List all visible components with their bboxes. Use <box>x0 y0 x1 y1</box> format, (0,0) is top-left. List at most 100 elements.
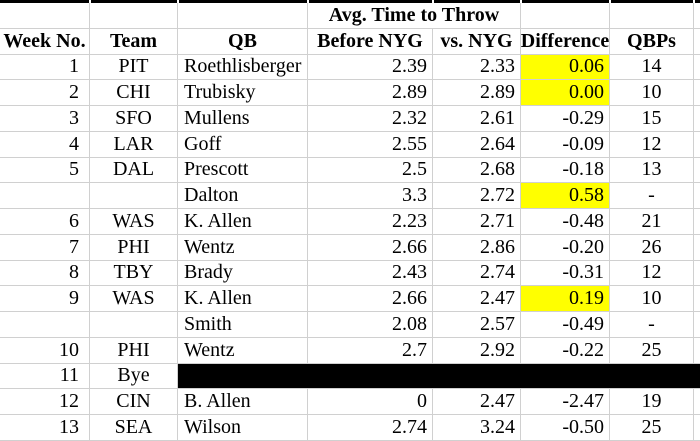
cell-week[interactable]: 13 <box>0 415 90 440</box>
cell-qbps[interactable]: 25 <box>610 415 694 440</box>
cell-difference[interactable]: -0.50 <box>521 415 610 440</box>
cell-before-nyg[interactable]: 2.5 <box>308 157 433 183</box>
cell-vs-nyg[interactable]: 2.71 <box>433 209 521 234</box>
cell-qb[interactable]: Dalton <box>178 183 308 208</box>
cell-team[interactable]: PIT <box>90 54 178 80</box>
cell-difference[interactable]: -2.47 <box>521 389 610 414</box>
cell-difference[interactable]: -0.09 <box>521 131 610 157</box>
cell-vs-nyg[interactable]: 2.89 <box>433 80 521 105</box>
cell-qb[interactable]: Trubisky <box>178 80 308 105</box>
cell-team[interactable]: DAL <box>90 157 178 183</box>
cell-week[interactable]: 12 <box>0 389 90 414</box>
cell-team[interactable]: CHI <box>90 80 178 105</box>
cell-qb[interactable]: Smith <box>178 312 308 337</box>
cell-before-nyg[interactable]: 2.55 <box>308 131 433 157</box>
cell-qbps[interactable]: 10 <box>610 286 694 311</box>
cell-empty[interactable] <box>0 3 90 28</box>
cell-qb[interactable]: Wilson <box>178 415 308 440</box>
cell-vs-nyg[interactable]: 2.68 <box>433 157 521 183</box>
cell-empty[interactable] <box>178 3 308 28</box>
cell-empty[interactable] <box>521 3 610 28</box>
cell-qbps[interactable]: 10 <box>610 80 694 105</box>
cell-week[interactable]: 4 <box>0 131 90 157</box>
cell-vs-nyg[interactable]: 2.92 <box>433 337 521 363</box>
cell-qb[interactable]: Roethlisberger <box>178 54 308 80</box>
cell-before-nyg[interactable]: 2.39 <box>308 54 433 80</box>
cell-qbps[interactable]: 19 <box>610 389 694 414</box>
cell-before-nyg[interactable]: 0 <box>308 389 433 414</box>
cell-before-nyg[interactable]: 2.23 <box>308 209 433 234</box>
cell-qbps[interactable]: 15 <box>610 106 694 131</box>
cell-team[interactable] <box>90 312 178 337</box>
cell-qb[interactable]: Goff <box>178 131 308 157</box>
cell-qb[interactable]: Prescott <box>178 157 308 183</box>
cell-vs-nyg[interactable]: 2.57 <box>433 312 521 337</box>
cell-vs-nyg[interactable]: 2.64 <box>433 131 521 157</box>
cell-qb[interactable]: Mullens <box>178 106 308 131</box>
cell-week[interactable]: 11 <box>0 363 90 389</box>
column-header-team[interactable]: Team <box>90 28 178 54</box>
cell-vs-nyg[interactable]: 3.24 <box>433 415 521 440</box>
cell-team[interactable]: CIN <box>90 389 178 414</box>
cell-qb[interactable]: K. Allen <box>178 286 308 311</box>
column-header-before-nyg[interactable]: Before NYG <box>308 28 433 54</box>
cell-qb[interactable]: Brady <box>178 260 308 286</box>
cell-team[interactable]: WAS <box>90 209 178 234</box>
cell-week[interactable]: 9 <box>0 286 90 311</box>
cell-difference[interactable]: -0.29 <box>521 106 610 131</box>
cell-team[interactable]: SFO <box>90 106 178 131</box>
cell-team[interactable]: PHI <box>90 234 178 260</box>
cell-team[interactable]: Bye <box>90 363 178 389</box>
cell-before-nyg[interactable]: 2.74 <box>308 415 433 440</box>
column-header-vs-nyg[interactable]: vs. NYG <box>433 28 521 54</box>
cell-week[interactable]: 1 <box>0 54 90 80</box>
cell-before-nyg[interactable]: 2.08 <box>308 312 433 337</box>
column-header-qb[interactable]: QB <box>178 28 308 54</box>
cell-qbps[interactable]: 21 <box>610 209 694 234</box>
cell-qbps[interactable]: 25 <box>610 337 694 363</box>
cell-before-nyg[interactable]: 2.43 <box>308 260 433 286</box>
cell-team[interactable] <box>90 183 178 208</box>
cell-team[interactable]: SEA <box>90 415 178 440</box>
cell-before-nyg[interactable]: 2.66 <box>308 286 433 311</box>
cell-difference[interactable]: -0.20 <box>521 234 610 260</box>
cell-vs-nyg[interactable]: 2.47 <box>433 286 521 311</box>
cell-qbps[interactable]: - <box>610 183 694 208</box>
cell-difference[interactable]: -0.31 <box>521 260 610 286</box>
cell-qbps[interactable]: 13 <box>610 157 694 183</box>
cell-empty[interactable] <box>610 3 694 28</box>
cell-week[interactable]: 6 <box>0 209 90 234</box>
column-header-week-no[interactable]: Week No. <box>0 28 90 54</box>
cell-qb[interactable]: Wentz <box>178 337 308 363</box>
cell-week[interactable]: 7 <box>0 234 90 260</box>
cell-difference[interactable]: -0.48 <box>521 209 610 234</box>
cell-vs-nyg[interactable]: 2.33 <box>433 54 521 80</box>
cell-week[interactable]: 2 <box>0 80 90 105</box>
cell-qbps[interactable]: - <box>610 312 694 337</box>
cell-qbps[interactable]: 14 <box>610 54 694 80</box>
cell-vs-nyg[interactable]: 2.47 <box>433 389 521 414</box>
cell-week[interactable]: 8 <box>0 260 90 286</box>
cell-week[interactable]: 10 <box>0 337 90 363</box>
cell-difference[interactable]: 0.58 <box>521 183 610 208</box>
cell-difference[interactable]: 0.00 <box>521 80 610 105</box>
cell-vs-nyg[interactable]: 2.74 <box>433 260 521 286</box>
cell-before-nyg[interactable]: 2.89 <box>308 80 433 105</box>
cell-vs-nyg[interactable]: 2.86 <box>433 234 521 260</box>
cell-difference[interactable]: -0.49 <box>521 312 610 337</box>
cell-team[interactable]: PHI <box>90 337 178 363</box>
cell-team[interactable]: WAS <box>90 286 178 311</box>
cell-empty[interactable] <box>90 3 178 28</box>
cell-before-nyg[interactable]: 3.3 <box>308 183 433 208</box>
cell-vs-nyg[interactable]: 2.72 <box>433 183 521 208</box>
cell-week[interactable] <box>0 183 90 208</box>
cell-qbps[interactable]: 26 <box>610 234 694 260</box>
column-header-difference[interactable]: Difference <box>520 28 610 54</box>
cell-week[interactable]: 3 <box>0 106 90 131</box>
cell-before-nyg[interactable]: 2.32 <box>308 106 433 131</box>
cell-difference[interactable]: -0.22 <box>521 337 610 363</box>
cell-team[interactable]: TBY <box>90 260 178 286</box>
cell-week[interactable] <box>0 312 90 337</box>
cell-week[interactable]: 5 <box>0 157 90 183</box>
column-header-qbps[interactable]: QBPs <box>610 28 694 54</box>
